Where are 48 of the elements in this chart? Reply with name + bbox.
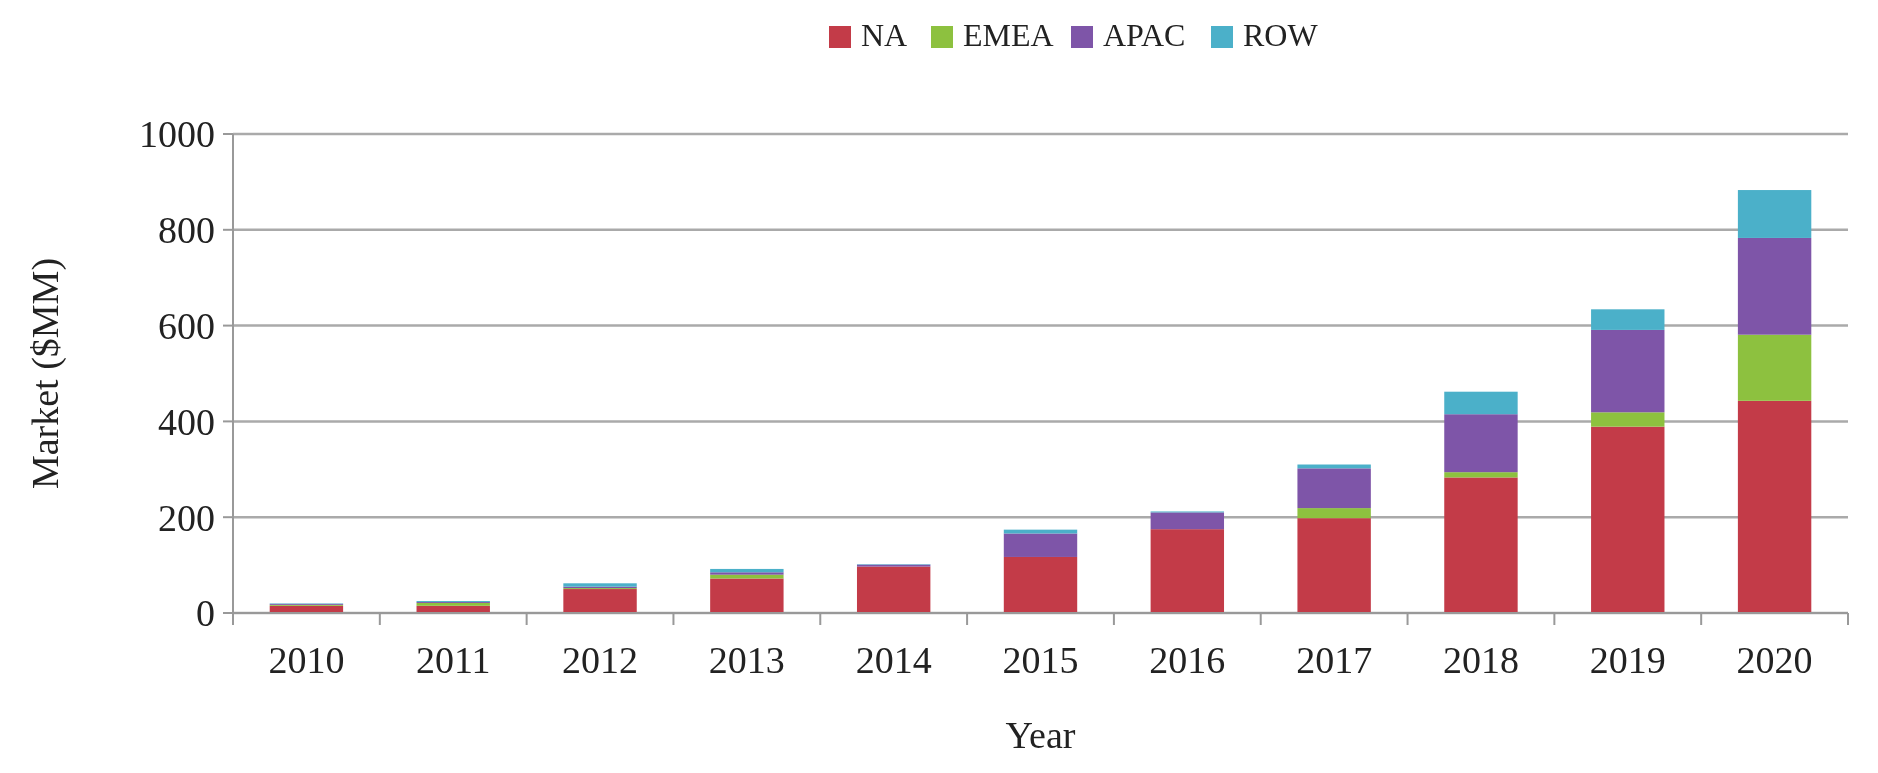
x-tick-label: 2011 [415,639,491,681]
bar [1003,556,1078,613]
y-tick-label: 0 [196,592,215,635]
bar [1150,512,1225,530]
bar [1737,400,1812,613]
y-tick-label: 800 [158,209,215,252]
bar [710,578,784,613]
bar [1591,426,1665,613]
bar [1297,508,1371,519]
x-tick-label: 2020 [1736,639,1813,681]
bar [1591,329,1665,413]
bar [1591,309,1665,330]
x-tick-label: 2017 [1296,639,1373,681]
legend-label: APAC [1103,17,1186,53]
y-tick-label: 200 [158,496,215,539]
legend-label: EMEA [963,17,1054,53]
bar [710,574,784,579]
x-tick-label: 2014 [855,639,932,681]
bar [1444,414,1518,473]
bar [856,566,931,613]
bar [1737,237,1812,335]
bar [1444,477,1518,613]
bar [1150,529,1225,613]
bar [710,568,784,573]
bar [1003,533,1078,557]
bar [1444,472,1518,478]
legend-label: ROW [1243,17,1319,53]
x-tick-label: 2013 [708,639,785,681]
bar [563,589,637,613]
bar [1591,412,1665,427]
bar [1737,190,1812,238]
y-tick-label: 400 [158,400,215,443]
y-axis-title: Market ($MM) [24,257,67,490]
legend-label: NA [861,17,908,53]
x-tick-label: 2012 [562,639,639,681]
bar [1297,468,1371,509]
y-tick-label: 1000 [139,113,215,156]
x-tick-label: 2019 [1589,639,1666,681]
x-tick-label: 2018 [1442,639,1519,681]
bar [1297,518,1371,613]
x-axis-title: Year [1005,714,1076,756]
x-tick-label: 2010 [268,639,345,681]
y-tick-label: 600 [158,304,215,347]
x-tick-label: 2015 [1002,639,1079,681]
bar [710,572,784,575]
bar [1737,334,1812,401]
x-tick-label: 2016 [1149,639,1226,681]
bar [1444,391,1518,415]
